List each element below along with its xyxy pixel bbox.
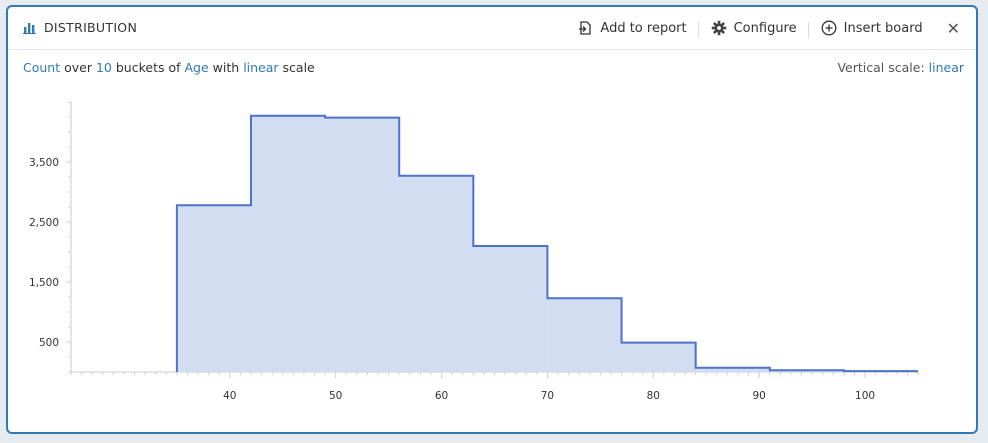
configure-button[interactable]: Configure [699, 20, 809, 38]
histogram-bar [325, 117, 400, 372]
report-icon [577, 20, 593, 36]
bar-chart-icon [23, 22, 37, 34]
insert-board-button[interactable]: Insert board [809, 20, 935, 36]
histogram-bar [176, 205, 251, 372]
metric-selector[interactable]: Count [23, 60, 61, 75]
text-buckets-of: buckets of [115, 60, 181, 75]
x-tick-label: 40 [223, 390, 236, 402]
field-selector[interactable]: Age [184, 60, 209, 75]
histogram-bar [695, 367, 770, 372]
x-tick-label: 90 [753, 390, 766, 402]
y-tick-label: 3,500 [29, 157, 59, 169]
y-tick-label: 500 [39, 337, 59, 349]
chart-description: Count over 10 buckets of Age with linear… [23, 60, 315, 75]
histogram-bar [250, 115, 326, 373]
insert-board-label: Insert board [843, 20, 923, 36]
x-tick-label: 80 [647, 390, 660, 402]
text-over: over [64, 60, 92, 75]
y-tick-label: 1,500 [29, 277, 59, 289]
close-icon[interactable]: ✕ [946, 18, 960, 38]
distribution-panel: DISTRIBUTION Add to report [6, 5, 978, 434]
panel-title-text: DISTRIBUTION [44, 20, 138, 35]
text-scale: scale [282, 60, 315, 75]
x-tick-label: 100 [855, 390, 875, 402]
gear-icon [711, 20, 727, 36]
add-to-report-button[interactable]: Add to report [565, 20, 699, 38]
histogram-bar [399, 175, 474, 372]
histogram-bar [547, 298, 622, 372]
bucket-count-selector[interactable]: 10 [95, 60, 112, 75]
panel-header: DISTRIBUTION Add to report [8, 7, 976, 50]
histogram-chart: 500 1,500 2,500 3,500 40 50 60 70 80 90 100 [29, 101, 919, 402]
x-tick-label: 60 [435, 390, 448, 402]
configure-label: Configure [733, 20, 797, 36]
plus-circle-icon [821, 20, 837, 36]
x-tick-label: 70 [541, 390, 554, 402]
histogram-outline [175, 114, 918, 373]
vertical-scale-control: Vertical scale: linear [837, 60, 964, 75]
vertical-scale-label: Vertical scale: [837, 60, 925, 75]
add-to-report-label: Add to report [600, 20, 687, 36]
histogram-bar [473, 246, 548, 372]
vertical-scale-selector[interactable]: linear [928, 60, 964, 75]
text-with: with [212, 60, 240, 75]
panel-title: DISTRIBUTION [23, 20, 137, 35]
scale-selector[interactable]: linear [243, 60, 279, 75]
x-tick-label: 50 [329, 390, 342, 402]
y-tick-label: 2,500 [29, 217, 59, 229]
header-actions: Add to report Configure [565, 7, 964, 49]
histogram-bar [621, 342, 696, 372]
